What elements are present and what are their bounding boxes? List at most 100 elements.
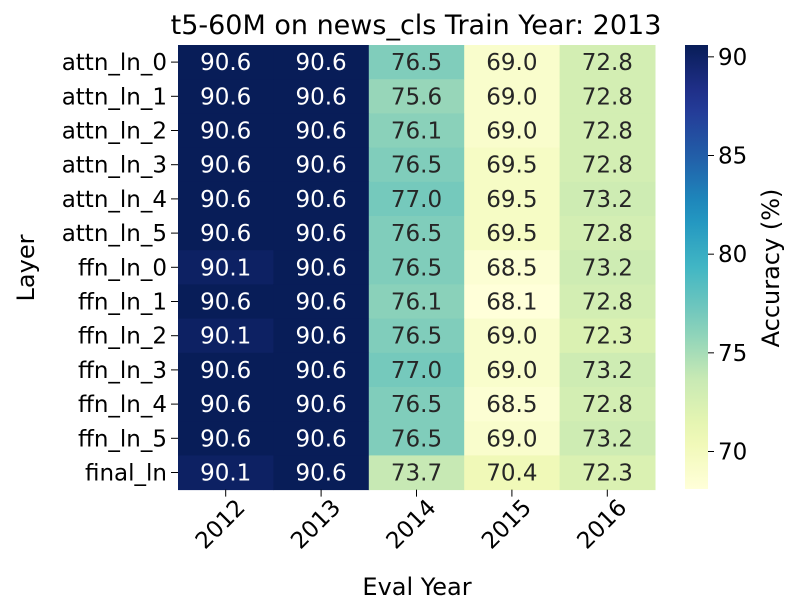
cell-final_ln-2012	[178, 455, 274, 491]
cell-attn_ln_0-2014	[368, 45, 465, 80]
y-tick-label: attn_ln_2	[62, 119, 167, 145]
heatmap-cells: 90.6 90.6 76.5 69.0 72.8 90.6 90.6 75.6 69.0 72.8…	[178, 45, 656, 491]
cell-value-label: 68.5	[486, 255, 537, 281]
cell-ffn_ln_5-2014	[368, 421, 465, 456]
cell-value-label: 72.8	[582, 119, 633, 145]
cell-attn_ln_0-2016	[559, 45, 656, 80]
cell-attn_ln_3-2015	[464, 147, 561, 183]
cell-ffn_ln_4-2016	[559, 387, 656, 422]
y-tick-label: attn_ln_0	[62, 50, 167, 76]
cell-ffn_ln_1-2012	[178, 284, 274, 320]
cell-final_ln-2014	[368, 455, 465, 491]
cell-attn_ln_2-2014	[368, 113, 465, 149]
cell-attn_ln_4-2015	[464, 181, 561, 217]
cell-value-label: 72.8	[582, 153, 633, 179]
cell-value-label: 68.5	[486, 392, 537, 418]
y-tick-label: attn_ln_4	[62, 187, 167, 213]
colorbar-gradient	[685, 45, 708, 489]
x-axis-label: Eval Year	[362, 573, 471, 601]
y-tick-label: ffn_ln_2	[78, 324, 167, 350]
colorbar: 70 75 80 85 90	[685, 45, 747, 489]
cell-value-label: 73.7	[391, 461, 442, 487]
y-tick-label: ffn_ln_4	[78, 392, 167, 418]
cell-value-label: 72.8	[582, 84, 633, 110]
cell-value-label: 69.0	[486, 50, 537, 76]
colorbar-tick-label: 90	[718, 45, 747, 71]
cell-ffn_ln_0-2012	[178, 250, 274, 285]
cell-value-label: 72.8	[582, 392, 633, 418]
cell-value-label: 76.1	[391, 119, 442, 145]
cell-value-label: 90.6	[295, 290, 346, 316]
cell-ffn_ln_3-2013	[273, 352, 370, 388]
colorbar-tick-label: 85	[718, 144, 747, 170]
cell-attn_ln_3-2012	[178, 147, 274, 183]
cell-final_ln-2016	[559, 455, 656, 491]
cell-value-label: 72.8	[582, 50, 633, 76]
cell-value-label: 69.0	[486, 358, 537, 384]
chart-title: t5-60M on news_cls Train Year: 2013	[171, 10, 662, 41]
cell-value-label: 90.6	[200, 119, 251, 145]
cell-value-label: 90.6	[295, 84, 346, 110]
cell-value-label: 73.2	[582, 358, 633, 384]
cell-ffn_ln_1-2016	[559, 284, 656, 320]
cell-value-label: 72.3	[582, 461, 633, 487]
colorbar-label: Accuracy (%)	[757, 189, 785, 348]
cell-value-label: 76.1	[391, 290, 442, 316]
cell-value-label: 72.3	[582, 324, 633, 350]
cell-value-label: 90.1	[200, 461, 251, 487]
cell-ffn_ln_2-2016	[559, 318, 656, 354]
cell-value-label: 90.6	[295, 50, 346, 76]
cell-ffn_ln_4-2014	[368, 387, 465, 422]
cell-attn_ln_5-2013	[273, 216, 370, 251]
y-tick-labels: attn_ln_0 attn_ln_1 attn_ln_2 attn_ln_3attn…	[62, 50, 178, 487]
cell-attn_ln_0-2013	[273, 45, 370, 80]
cell-value-label: 90.1	[200, 255, 251, 281]
cell-attn_ln_1-2013	[273, 79, 370, 114]
cell-value-label: 76.5	[391, 324, 442, 350]
cell-value-label: 90.6	[295, 221, 346, 247]
y-tick-label: attn_ln_1	[62, 84, 167, 110]
x-tick-label: 2014	[382, 495, 442, 555]
cell-attn_ln_3-2013	[273, 147, 370, 183]
cell-attn_ln_4-2013	[273, 181, 370, 217]
cell-value-label: 90.6	[200, 50, 251, 76]
cell-ffn_ln_3-2016	[559, 352, 656, 388]
cell-value-label: 69.0	[486, 324, 537, 350]
cell-attn_ln_1-2015	[464, 79, 561, 114]
cell-final_ln-2015	[464, 455, 561, 491]
cell-value-label: 75.6	[391, 84, 442, 110]
cell-attn_ln_0-2015	[464, 45, 561, 80]
cell-value-label: 72.8	[582, 221, 633, 247]
cell-value-label: 76.5	[391, 255, 442, 281]
cell-value-label: 90.6	[200, 426, 251, 452]
x-tick-label: 2015	[477, 495, 537, 555]
x-tick-label: 2013	[286, 495, 346, 555]
cell-ffn_ln_4-2015	[464, 387, 561, 422]
cell-ffn_ln_5-2016	[559, 421, 656, 456]
cell-attn_ln_2-2012	[178, 113, 274, 149]
cell-value-label: 69.5	[486, 187, 537, 213]
cell-value-label: 76.5	[391, 392, 442, 418]
cell-value-label: 90.6	[295, 461, 346, 487]
colorbar-tick-label: 80	[718, 242, 747, 268]
cell-value-label: 76.5	[391, 153, 442, 179]
cell-value-label: 73.2	[582, 426, 633, 452]
cell-ffn_ln_0-2016	[559, 250, 656, 285]
cell-value-label: 90.6	[295, 187, 346, 213]
cell-value-label: 69.5	[486, 221, 537, 247]
cell-value-label: 69.0	[486, 119, 537, 145]
y-tick-label: attn_ln_5	[62, 221, 167, 247]
cell-ffn_ln_0-2014	[368, 250, 465, 285]
cell-attn_ln_5-2016	[559, 216, 656, 251]
y-tick-label: ffn_ln_1	[78, 290, 167, 316]
cell-value-label: 90.6	[200, 84, 251, 110]
cell-ffn_ln_3-2012	[178, 352, 274, 388]
cell-ffn_ln_1-2013	[273, 284, 370, 320]
cell-value-label: 69.5	[486, 153, 537, 179]
cell-ffn_ln_3-2015	[464, 352, 561, 388]
x-tick-label: 2012	[191, 495, 251, 555]
cell-attn_ln_3-2016	[559, 147, 656, 183]
cell-attn_ln_2-2013	[273, 113, 370, 149]
y-tick-label: ffn_ln_0	[78, 255, 167, 281]
